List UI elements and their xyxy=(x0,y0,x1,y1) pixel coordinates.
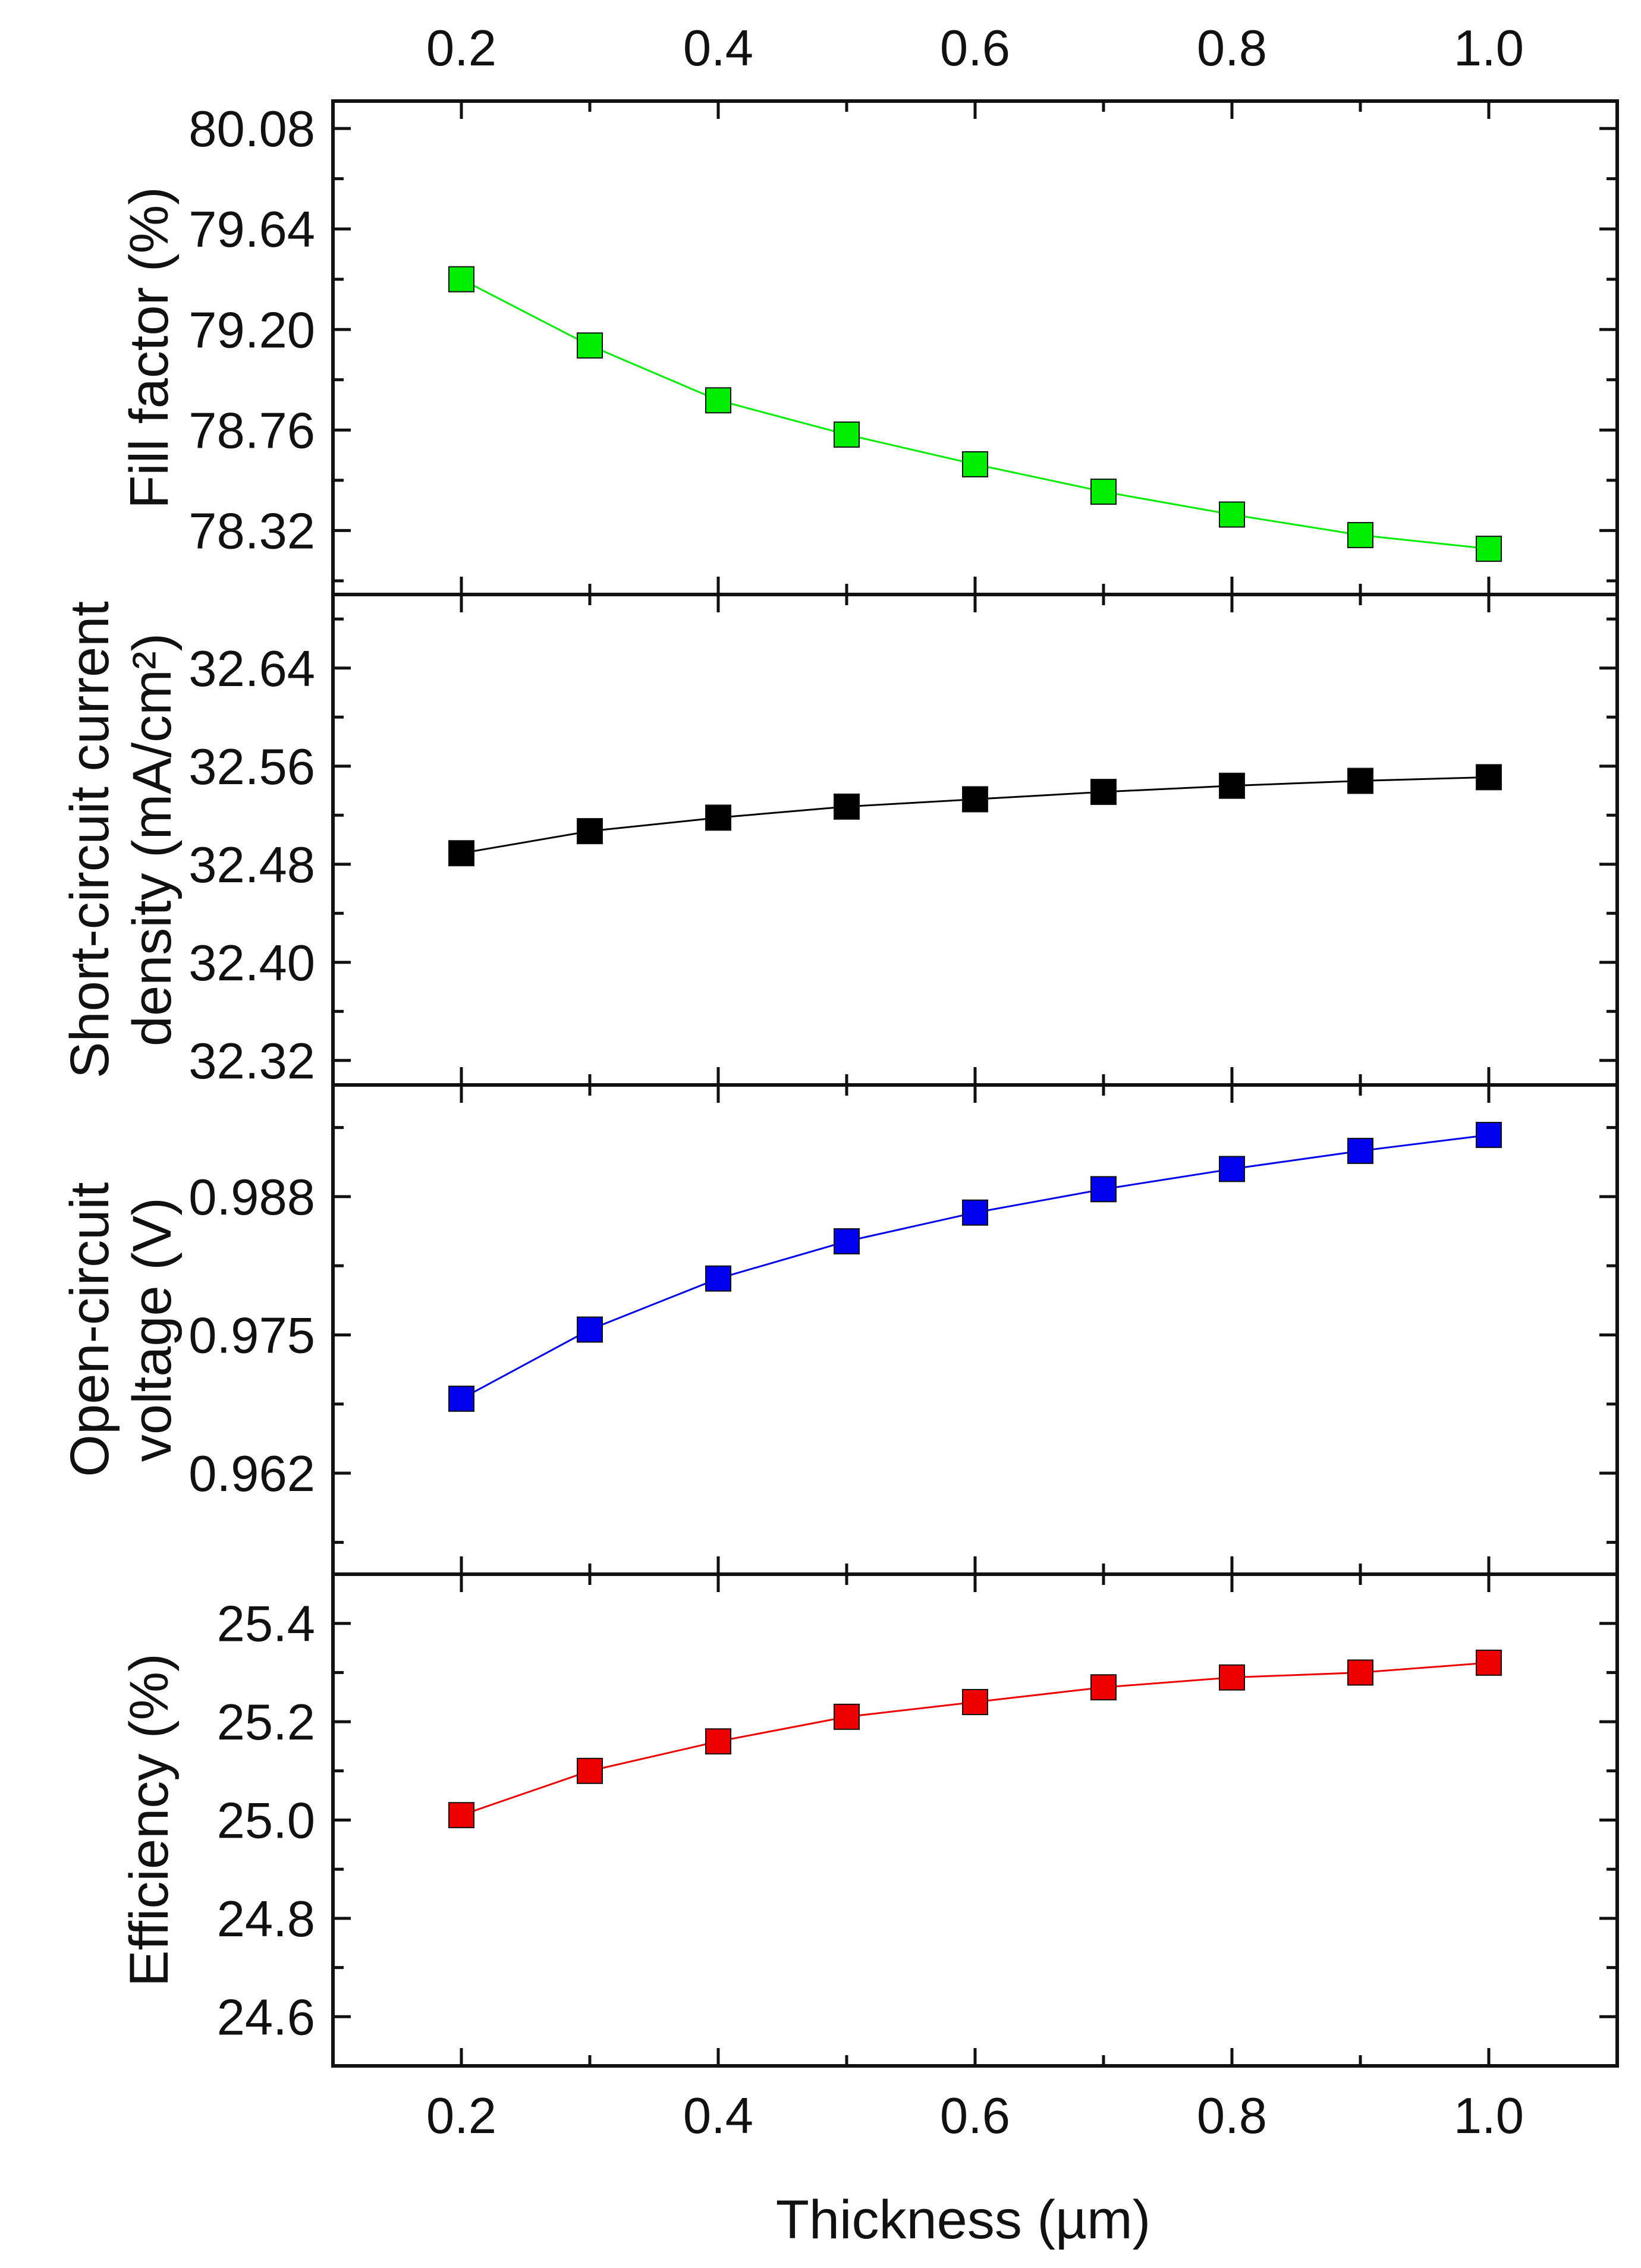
data-point-jsc xyxy=(1090,779,1117,806)
panel-frame xyxy=(331,1083,1619,1576)
y-axis-title-voc: Open-circuit xyxy=(59,1182,120,1477)
data-point-eff xyxy=(1347,1659,1373,1686)
y-tick-label: 78.32 xyxy=(188,503,315,559)
data-point-voc xyxy=(1476,1122,1502,1149)
y-tick-label: 32.64 xyxy=(188,641,315,697)
data-point-voc xyxy=(577,1316,603,1343)
data-point-eff xyxy=(448,1802,474,1829)
data-point-ff xyxy=(962,451,988,477)
x-tick-label-top: 0.4 xyxy=(683,20,753,77)
x-tick-label-bottom: 0.8 xyxy=(1197,2088,1267,2144)
y-tick-label: 32.32 xyxy=(188,1033,315,1090)
data-point-eff xyxy=(705,1728,731,1755)
y-tick-label: 79.20 xyxy=(188,302,315,358)
panel-jsc: 32.32 32.40 32.48 32.56 32.64 Short-circuit c… xyxy=(59,593,1619,1090)
y-tick-label: 32.48 xyxy=(188,837,315,894)
y-tick-label: 79.64 xyxy=(188,202,315,258)
x-tick-label-top: 1.0 xyxy=(1454,20,1524,77)
panel-frame xyxy=(331,99,1619,596)
y-tick-label: 0.975 xyxy=(188,1307,315,1364)
y-tick-label: 24.8 xyxy=(217,1891,315,1948)
data-point-ff xyxy=(705,387,731,414)
data-point-jsc xyxy=(1476,764,1502,791)
data-point-eff xyxy=(1090,1674,1117,1701)
x-axis-title: Thickness (µm) xyxy=(776,2190,1151,2250)
x-tick-label-top: 0.6 xyxy=(940,20,1010,77)
data-point-eff xyxy=(962,1689,988,1716)
data-point-eff xyxy=(1219,1664,1245,1691)
data-point-jsc xyxy=(577,818,603,845)
series-line-voc xyxy=(461,1134,1489,1400)
y-axis-title-jsc: density (mA/cm²) xyxy=(122,633,183,1046)
y-tick-label: 32.40 xyxy=(188,935,315,992)
x-tick-label-top: 0.8 xyxy=(1197,20,1267,77)
y-tick-label: 78.76 xyxy=(188,402,315,459)
panel-voc: 0.962 0.975 0.988 Open-circuit voltage (V) xyxy=(59,1083,1619,1576)
data-point-jsc xyxy=(705,804,731,831)
y-tick-label: 0.988 xyxy=(188,1169,315,1226)
data-point-eff xyxy=(577,1757,603,1784)
y-tick-label: 25.0 xyxy=(217,1793,315,1849)
y-tick-label: 32.56 xyxy=(188,739,315,795)
data-point-voc xyxy=(705,1265,731,1292)
data-point-jsc xyxy=(962,786,988,813)
data-point-ff xyxy=(1090,479,1117,505)
y-tick-label: 25.2 xyxy=(217,1694,315,1751)
data-point-ff xyxy=(448,266,474,292)
y-axis-title-ff: Fill factor (%) xyxy=(119,187,180,509)
data-point-ff xyxy=(834,421,860,448)
series-line-ff xyxy=(461,278,1489,550)
data-point-ff xyxy=(577,332,603,359)
data-point-eff xyxy=(834,1703,860,1730)
x-tick-label-bottom: 0.2 xyxy=(426,2088,496,2144)
series-line-eff xyxy=(461,1662,1489,1816)
data-point-ff xyxy=(1476,536,1502,562)
data-point-voc xyxy=(1347,1137,1373,1164)
data-point-voc xyxy=(1219,1156,1245,1182)
data-point-voc xyxy=(448,1385,474,1412)
x-tick-label-bottom: 0.4 xyxy=(683,2088,753,2144)
panel-frame xyxy=(331,593,1619,1087)
y-tick-label: 24.6 xyxy=(217,1989,315,2046)
data-point-voc xyxy=(834,1228,860,1255)
data-point-jsc xyxy=(1219,772,1245,799)
y-tick-label: 0.962 xyxy=(188,1446,315,1502)
panel-eff: 24.6 24.8 25.0 25.2 25.4 Efficiency (%) xyxy=(119,1572,1619,2068)
y-tick-label: 80.08 xyxy=(188,101,315,158)
data-point-jsc xyxy=(834,793,860,820)
y-axis-title-jsc: Short-circuit current xyxy=(59,601,120,1078)
data-point-jsc xyxy=(448,840,474,867)
data-point-voc xyxy=(962,1199,988,1226)
data-point-voc xyxy=(1090,1176,1117,1203)
data-point-eff xyxy=(1476,1649,1502,1676)
y-axis-title-voc: voltage (V) xyxy=(122,1197,183,1462)
y-axis-title-eff: Efficiency (%) xyxy=(119,1653,180,1987)
x-tick-label-bottom: 0.6 xyxy=(940,2088,1010,2144)
data-point-jsc xyxy=(1347,767,1373,794)
data-point-ff xyxy=(1219,501,1245,528)
y-tick-label: 25.4 xyxy=(217,1596,315,1653)
x-tick-label-bottom: 1.0 xyxy=(1454,2088,1524,2144)
data-point-ff xyxy=(1347,522,1373,549)
panel-frame xyxy=(331,1572,1619,2068)
x-tick-label-top: 0.2 xyxy=(426,20,496,77)
